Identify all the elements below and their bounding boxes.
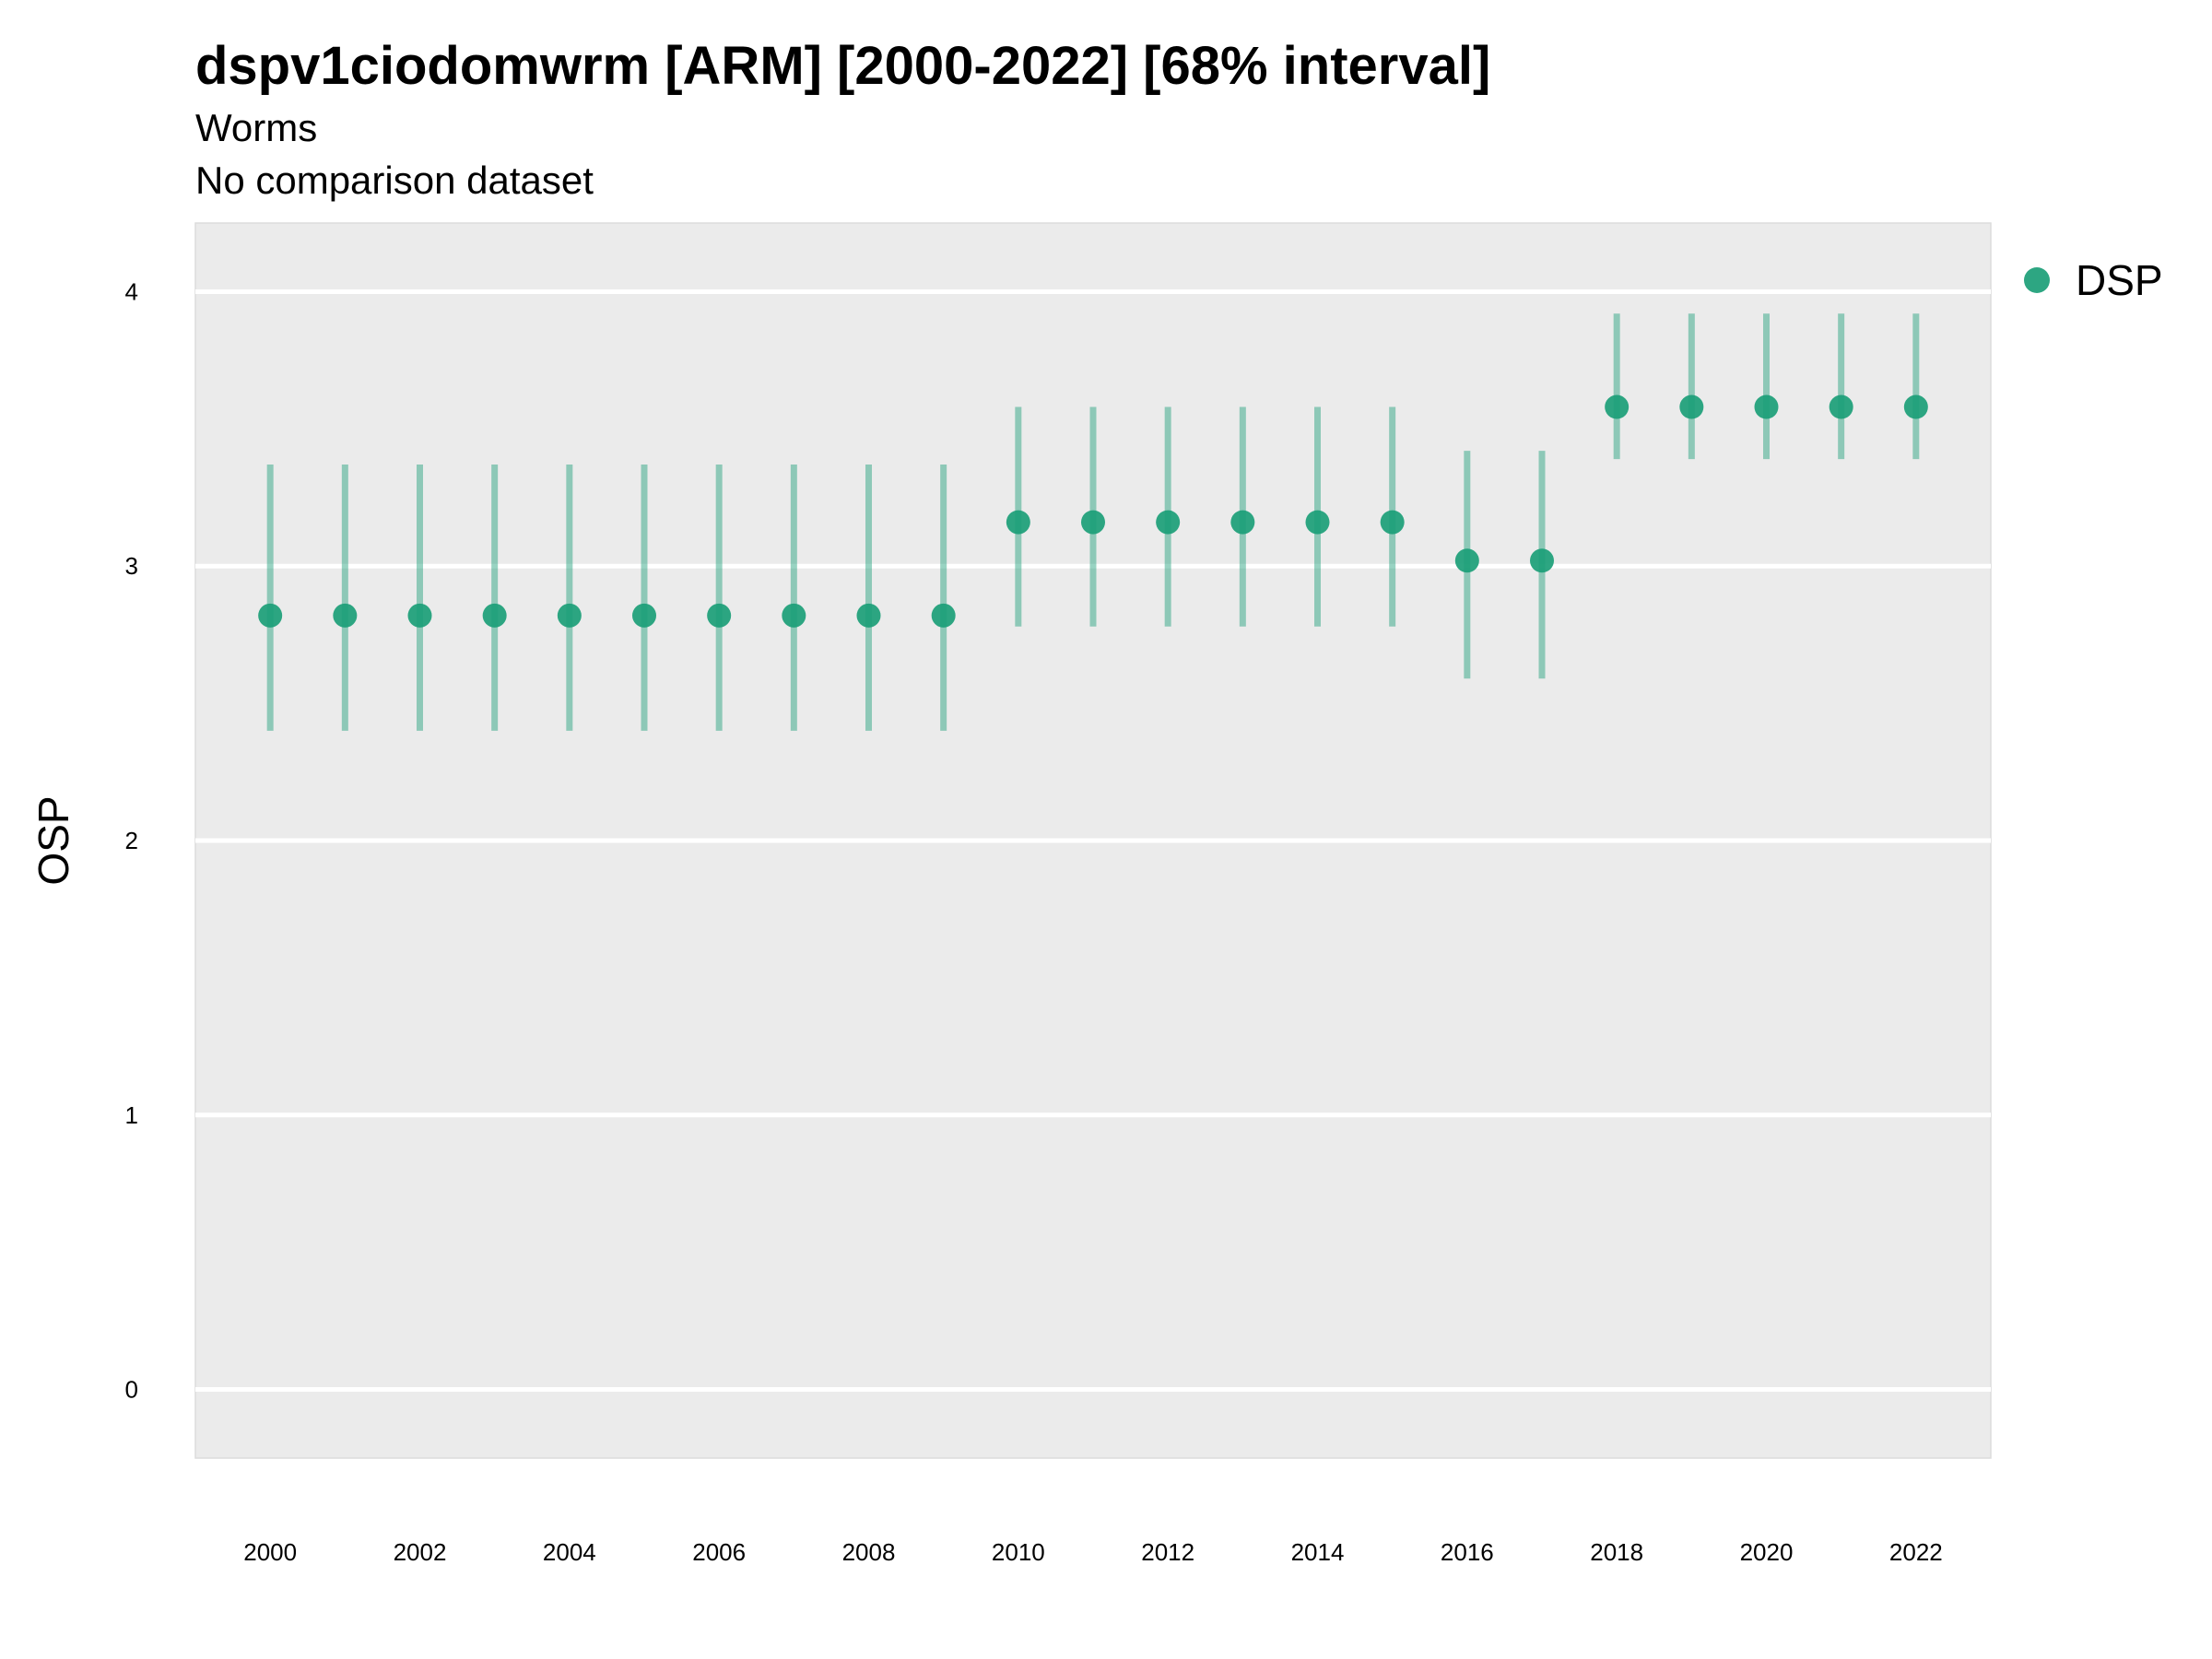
data-point-2022 — [1903, 394, 1928, 419]
data-point-2005 — [632, 603, 656, 628]
data-point-2004 — [557, 603, 582, 628]
x-axis-ticks: 2000 2002 2004 2006 2008 2010 2012 2014 2016 2018… — [243, 1538, 1943, 1566]
x-tick-label-2020: 2020 — [1740, 1538, 1794, 1566]
legend-label-dsp: DSP — [2076, 256, 2163, 304]
data-points — [258, 394, 1928, 628]
data-point-2000 — [258, 603, 283, 628]
data-point-2010 — [1006, 510, 1030, 535]
y-tick-label-4: 4 — [125, 277, 138, 305]
data-point-2014 — [1305, 510, 1330, 535]
data-point-2001 — [333, 603, 358, 628]
chart-subtitle: Worms — [195, 106, 318, 149]
x-tick-label-2012: 2012 — [1141, 1538, 1194, 1566]
data-point-2016 — [1454, 548, 1479, 573]
x-tick-label-2000: 2000 — [243, 1538, 297, 1566]
data-point-2012 — [1156, 510, 1181, 535]
x-tick-label-2014: 2014 — [1291, 1538, 1345, 1566]
y-axis-title: OSP — [29, 795, 77, 885]
data-point-2015 — [1380, 510, 1405, 535]
gridlines — [195, 288, 1991, 1393]
x-tick-label-2018: 2018 — [1590, 1538, 1643, 1566]
y-tick-label-3: 3 — [125, 552, 138, 580]
data-point-2007 — [782, 603, 806, 628]
y-axis-ticks: 0 1 2 3 4 — [125, 277, 138, 1403]
data-point-2011 — [1081, 510, 1105, 535]
x-tick-label-2016: 2016 — [1441, 1538, 1494, 1566]
data-point-2013 — [1230, 510, 1255, 535]
legend: DSP — [2024, 256, 2163, 304]
x-tick-label-2022: 2022 — [1889, 1538, 1943, 1566]
data-point-2017 — [1530, 548, 1554, 573]
data-point-2018 — [1605, 394, 1630, 419]
data-point-2003 — [482, 603, 507, 628]
y-tick-label-2: 2 — [125, 827, 138, 854]
data-point-2019 — [1679, 394, 1704, 419]
x-tick-label-2004: 2004 — [543, 1538, 596, 1566]
y-tick-label-0: 0 — [125, 1376, 138, 1404]
data-point-2006 — [707, 603, 732, 628]
legend-key-dsp — [2024, 267, 2050, 293]
chart-subtitle-comparison: No comparison dataset — [195, 159, 594, 202]
data-point-2009 — [931, 603, 956, 628]
x-tick-label-2002: 2002 — [394, 1538, 447, 1566]
x-tick-label-2006: 2006 — [692, 1538, 746, 1566]
data-point-2021 — [1829, 394, 1853, 419]
x-tick-label-2010: 2010 — [992, 1538, 1045, 1566]
data-point-2008 — [856, 603, 881, 628]
data-point-2002 — [407, 603, 432, 628]
chart-title: dspv1ciodomwrm [ARM] [2000-2022] [68% in… — [195, 36, 1491, 96]
x-tick-label-2008: 2008 — [842, 1538, 896, 1566]
y-tick-label-1: 1 — [125, 1101, 138, 1129]
data-point-2020 — [1754, 394, 1779, 419]
